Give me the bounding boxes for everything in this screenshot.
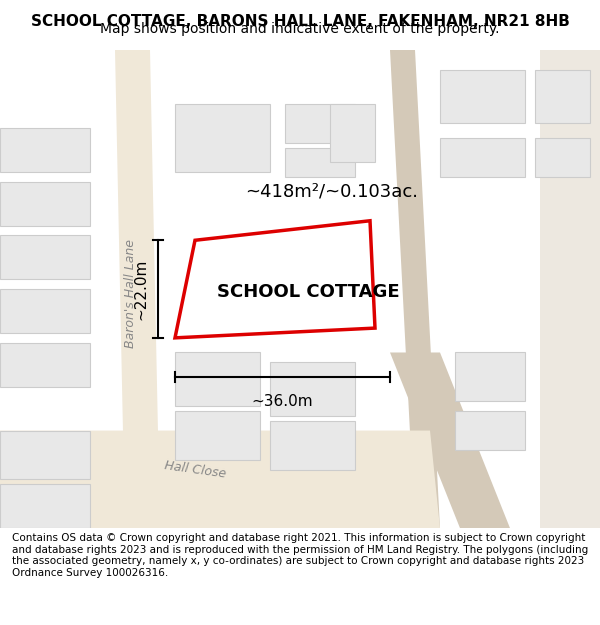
Bar bbox=[455, 411, 525, 450]
Bar bbox=[535, 69, 590, 123]
Bar bbox=[440, 69, 525, 123]
Bar bbox=[0, 236, 90, 279]
Text: SCHOOL COTTAGE: SCHOOL COTTAGE bbox=[217, 282, 400, 301]
Bar bbox=[0, 342, 90, 387]
Text: SCHOOL COTTAGE, BARONS HALL LANE, FAKENHAM, NR21 8HB: SCHOOL COTTAGE, BARONS HALL LANE, FAKENH… bbox=[31, 14, 569, 29]
Bar bbox=[175, 104, 270, 172]
Bar bbox=[175, 411, 260, 460]
Polygon shape bbox=[390, 352, 510, 528]
Bar bbox=[270, 421, 355, 469]
Text: Contains OS data © Crown copyright and database right 2021. This information is : Contains OS data © Crown copyright and d… bbox=[12, 533, 588, 578]
Bar bbox=[455, 352, 525, 401]
Text: Hall Close: Hall Close bbox=[163, 459, 227, 481]
Bar bbox=[0, 289, 90, 333]
Bar bbox=[440, 138, 525, 177]
Text: ~22.0m: ~22.0m bbox=[133, 258, 148, 320]
Polygon shape bbox=[0, 431, 440, 528]
Polygon shape bbox=[115, 50, 160, 528]
Bar bbox=[0, 431, 90, 479]
Text: ~36.0m: ~36.0m bbox=[251, 394, 313, 409]
Bar bbox=[175, 352, 260, 406]
Bar bbox=[0, 484, 90, 528]
Text: Baron's Hall Lane: Baron's Hall Lane bbox=[125, 239, 137, 349]
Bar bbox=[0, 128, 90, 172]
Polygon shape bbox=[540, 50, 600, 528]
Bar bbox=[285, 148, 355, 177]
Bar bbox=[0, 182, 90, 226]
Bar bbox=[270, 362, 355, 416]
Text: Map shows position and indicative extent of the property.: Map shows position and indicative extent… bbox=[100, 22, 500, 36]
Text: ~418m²/~0.103ac.: ~418m²/~0.103ac. bbox=[245, 182, 418, 201]
Bar bbox=[285, 104, 355, 142]
Bar bbox=[535, 138, 590, 177]
Polygon shape bbox=[390, 50, 440, 528]
Bar bbox=[330, 104, 375, 162]
